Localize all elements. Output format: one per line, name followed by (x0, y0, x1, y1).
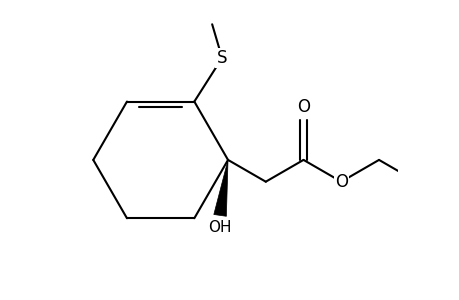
Text: S: S (216, 49, 227, 67)
Text: O: O (297, 98, 309, 116)
Text: OH: OH (208, 220, 231, 235)
Polygon shape (213, 160, 228, 216)
Text: O: O (334, 173, 347, 191)
